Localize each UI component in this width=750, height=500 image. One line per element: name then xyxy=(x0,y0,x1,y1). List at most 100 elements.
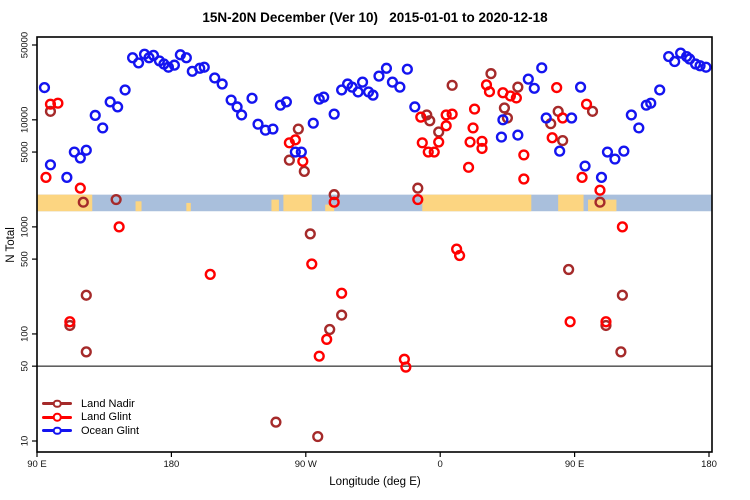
point-ocean-glint xyxy=(38,81,51,94)
point-land-glint xyxy=(422,146,434,158)
point-land-glint xyxy=(557,112,569,124)
land-patch xyxy=(271,199,279,212)
x-tick-label: 90 E xyxy=(565,459,585,470)
land-patch xyxy=(37,194,93,212)
point-land-nadir xyxy=(615,346,627,358)
point-land-glint xyxy=(40,171,52,183)
point-ocean-glint xyxy=(409,101,421,113)
point-land-glint xyxy=(616,221,628,233)
point-land-glint xyxy=(476,142,488,155)
point-ocean-glint xyxy=(295,146,307,158)
point-land-glint xyxy=(306,258,318,270)
point-ocean-glint xyxy=(601,146,614,158)
point-land-nadir xyxy=(80,289,92,301)
point-ocean-glint xyxy=(104,96,116,108)
legend-label: Land Glint xyxy=(81,411,132,424)
legend-label: Ocean Glint xyxy=(81,424,140,437)
point-ocean-glint xyxy=(618,145,630,157)
point-land-nadir xyxy=(292,123,304,135)
point-ocean-glint xyxy=(132,57,145,69)
point-land-glint xyxy=(297,155,309,167)
point-ocean-glint xyxy=(216,78,228,90)
point-ocean-glint xyxy=(209,72,221,84)
point-land-glint xyxy=(44,98,57,110)
legend-item-land-glint: Land Glint xyxy=(42,411,139,425)
point-land-glint xyxy=(400,361,412,373)
point-land-glint xyxy=(328,196,340,208)
y-tick-label: 1000 xyxy=(20,216,31,237)
point-land-nadir xyxy=(328,189,340,201)
point-land-glint xyxy=(518,173,530,185)
point-ocean-glint xyxy=(147,49,160,61)
point-land-nadir xyxy=(44,105,57,117)
point-ocean-glint xyxy=(235,109,248,121)
point-land-glint xyxy=(518,149,530,161)
point-ocean-glint xyxy=(669,55,681,68)
point-ocean-glint xyxy=(180,52,192,64)
point-land-nadir xyxy=(80,346,92,358)
point-ocean-glint xyxy=(198,61,210,73)
point-ocean-glint xyxy=(80,144,92,156)
point-ocean-glint xyxy=(645,97,657,109)
point-land-glint xyxy=(64,316,76,328)
point-land-nadir xyxy=(424,115,436,127)
point-land-nadir xyxy=(433,126,445,138)
point-land-nadir xyxy=(600,319,612,332)
y-tick-label: 10 xyxy=(20,436,31,447)
point-land-glint xyxy=(504,90,516,102)
point-ocean-glint xyxy=(259,124,272,136)
point-ocean-glint xyxy=(536,62,548,74)
point-land-glint xyxy=(476,135,488,147)
y-tick-label: 50 xyxy=(20,361,31,372)
point-land-glint xyxy=(446,108,458,120)
point-ocean-glint xyxy=(162,61,175,73)
legend-label: Land Nadir xyxy=(81,397,135,410)
point-ocean-glint xyxy=(373,70,385,82)
point-ocean-glint xyxy=(512,129,524,141)
point-land-nadir xyxy=(336,309,348,321)
point-land-glint xyxy=(52,97,64,109)
point-land-glint xyxy=(113,221,125,233)
point-ocean-glint xyxy=(352,86,364,98)
point-ocean-glint xyxy=(595,171,608,183)
y-tick-label: 10000 xyxy=(20,107,31,133)
chart-title: 15N-20N December (Ver 10) 2015-01-01 to … xyxy=(202,10,548,25)
point-ocean-glint xyxy=(336,84,348,96)
y-tick-label: 50000 xyxy=(20,32,31,58)
point-ocean-glint xyxy=(694,60,706,72)
point-land-nadir xyxy=(304,228,316,240)
land-patch xyxy=(558,194,584,212)
point-ocean-glint xyxy=(289,146,301,158)
point-land-glint xyxy=(551,81,563,94)
point-ocean-glint xyxy=(280,96,292,108)
point-land-glint xyxy=(416,137,428,149)
point-land-glint xyxy=(74,182,86,194)
point-land-glint xyxy=(428,146,440,158)
land-patch xyxy=(186,202,191,212)
point-ocean-glint xyxy=(394,81,406,93)
point-land-glint xyxy=(600,316,612,328)
point-land-glint xyxy=(483,86,496,98)
point-land-glint xyxy=(462,161,475,173)
point-ocean-glint xyxy=(540,112,552,124)
point-land-glint xyxy=(412,193,424,206)
point-ocean-glint xyxy=(246,92,258,104)
point-ocean-glint xyxy=(633,122,645,134)
point-ocean-glint xyxy=(367,89,379,101)
point-ocean-glint xyxy=(307,117,319,129)
point-ocean-glint xyxy=(318,91,330,103)
point-land-nadir xyxy=(485,68,497,80)
point-land-glint xyxy=(580,98,593,110)
point-land-glint xyxy=(415,111,427,123)
x-tick-label: 0 xyxy=(438,459,443,470)
point-land-glint xyxy=(546,132,558,144)
point-land-glint xyxy=(468,103,481,115)
land-glint-symbol-icon xyxy=(42,412,72,423)
ocean-glint-symbol-icon xyxy=(42,425,72,436)
plot-frame xyxy=(36,36,713,453)
point-ocean-glint xyxy=(700,61,712,73)
point-land-nadir xyxy=(77,196,89,208)
point-land-glint xyxy=(289,134,301,146)
x-tick-label: 90 W xyxy=(295,459,317,470)
